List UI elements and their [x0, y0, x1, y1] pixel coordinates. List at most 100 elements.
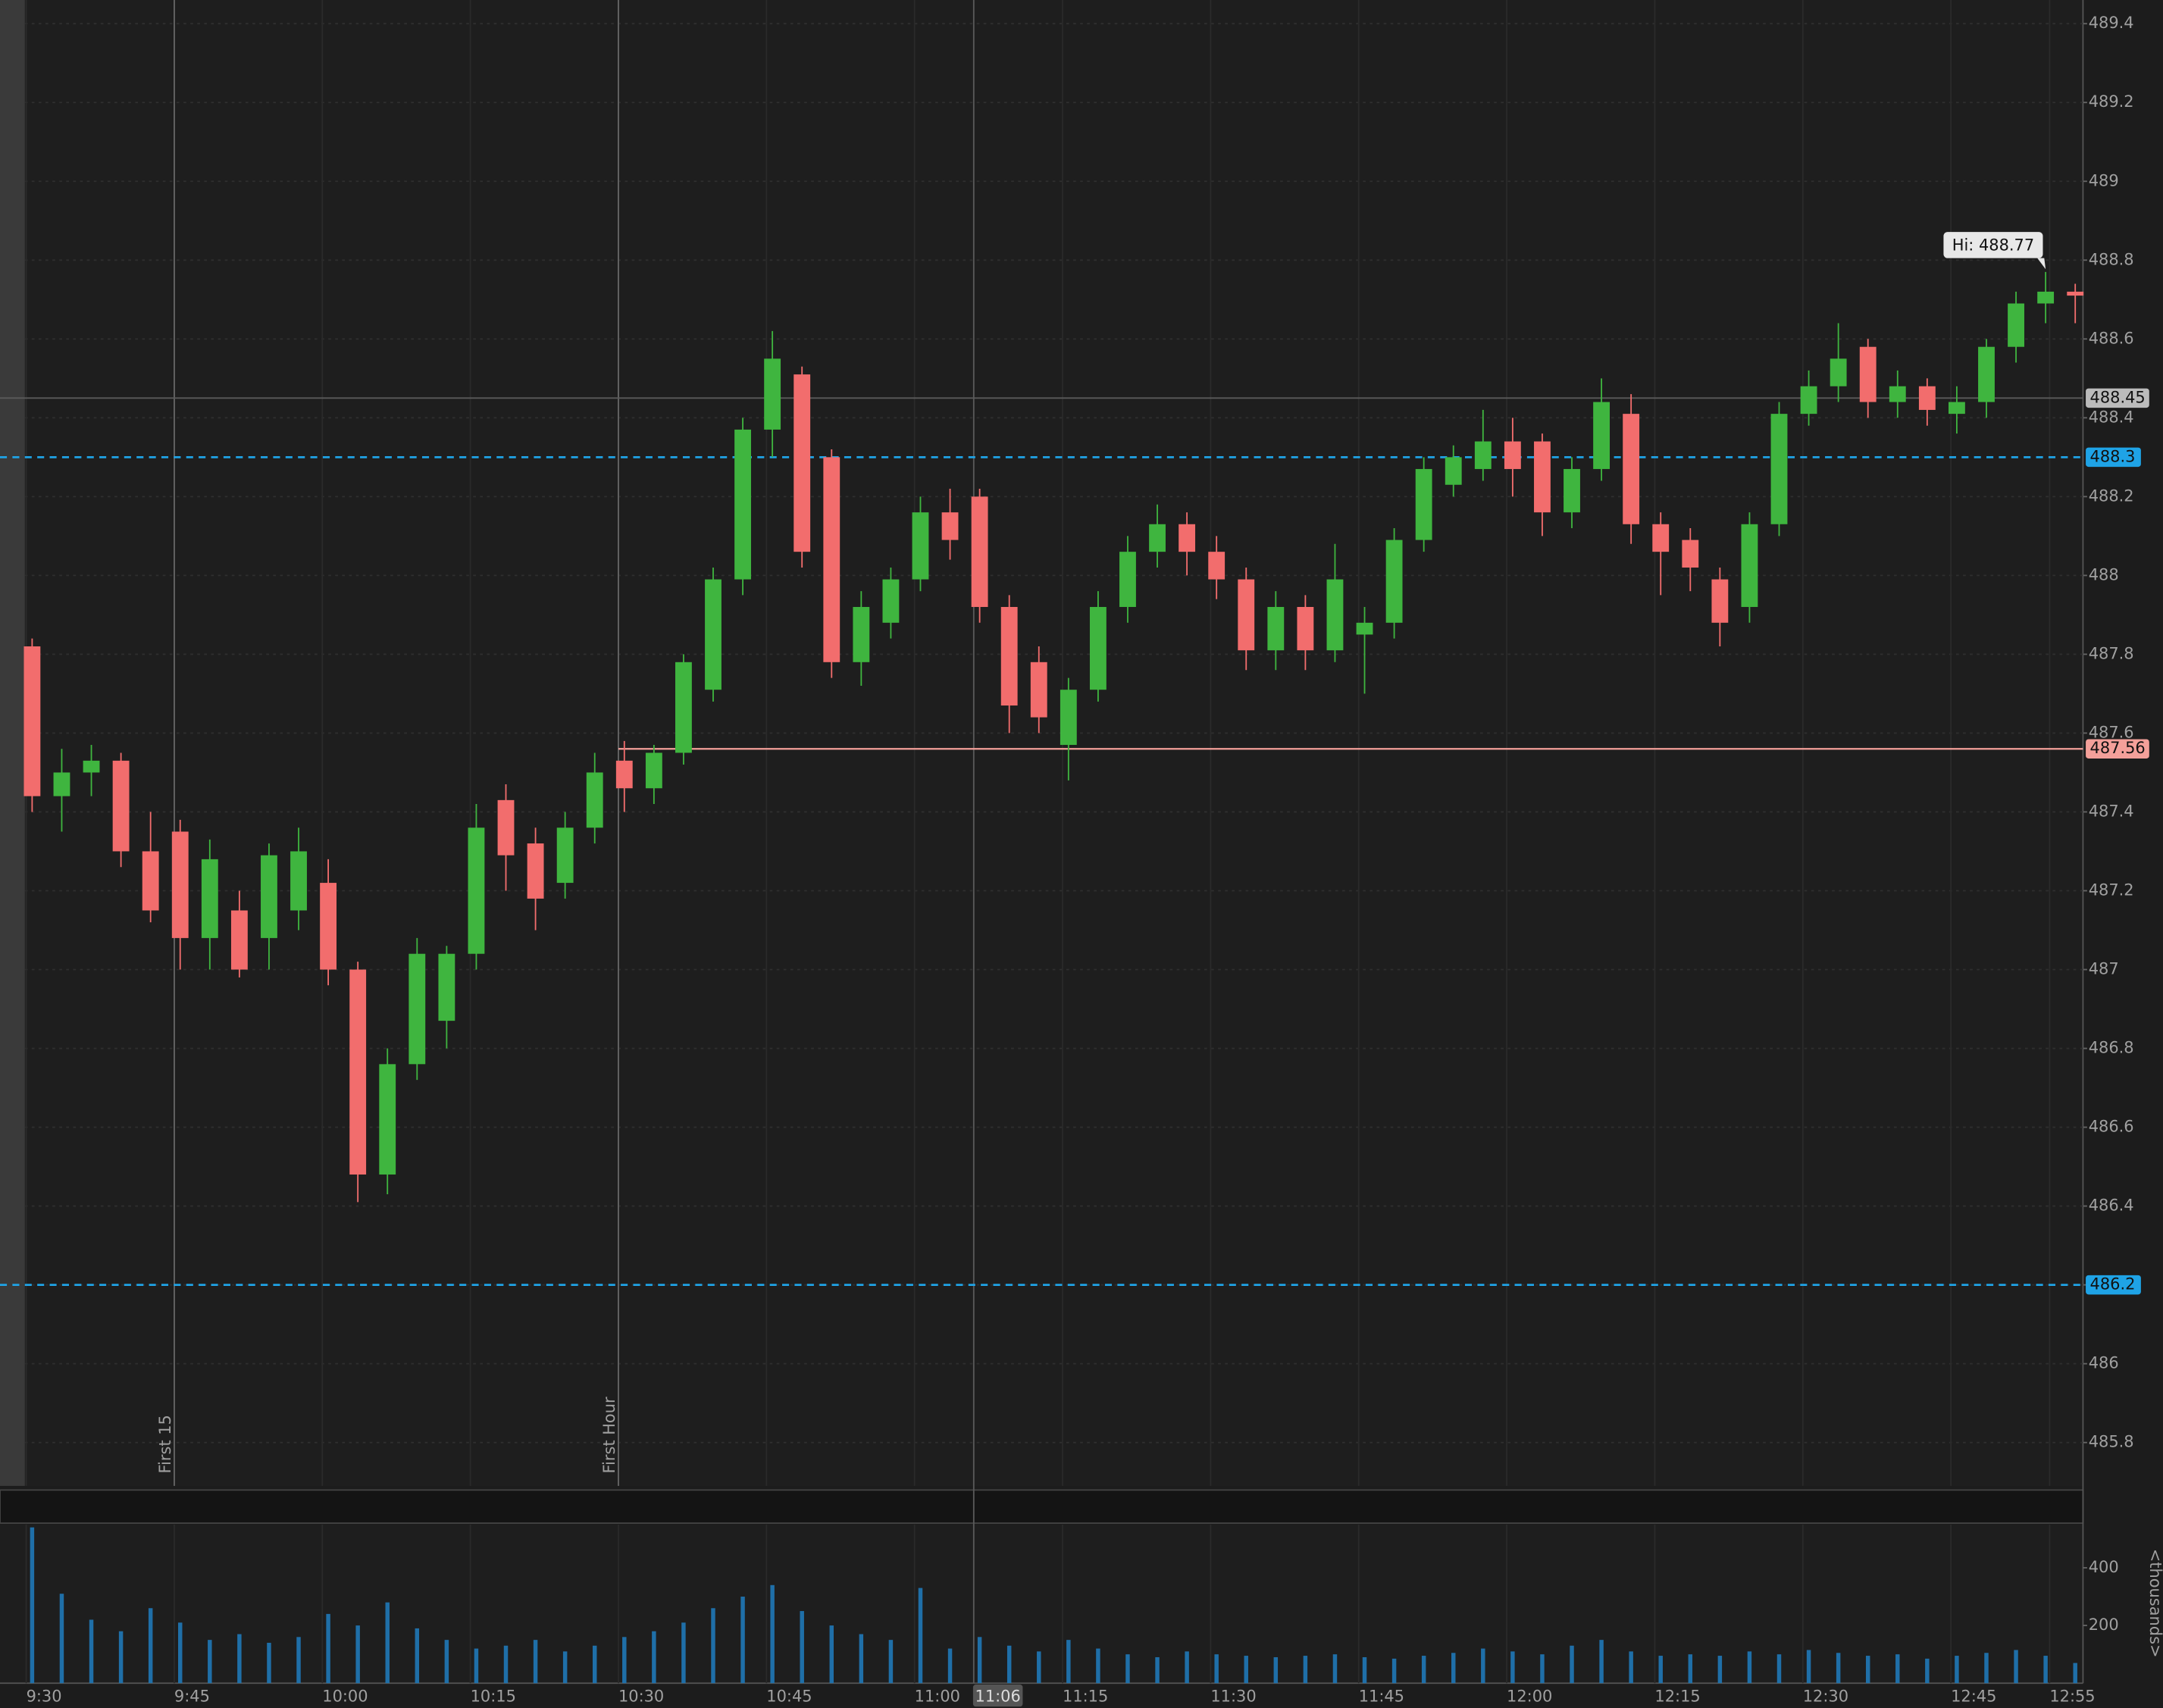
- level-label: 486.2: [2090, 1275, 2136, 1294]
- crosshair-price-tag: [2086, 388, 2149, 408]
- volume-bar: [947, 1648, 953, 1684]
- volume-bar: [474, 1648, 479, 1684]
- candle-body: [112, 760, 130, 852]
- y-tick-label: 488.2: [2089, 486, 2134, 505]
- candle-body: [438, 953, 455, 1021]
- volume-bar: [1688, 1654, 1693, 1684]
- volume-bar: [503, 1645, 509, 1684]
- volume-bar: [2073, 1663, 2077, 1684]
- candle-body: [23, 646, 41, 796]
- volume-bar: [1155, 1656, 1160, 1684]
- level-label: 488.3: [2090, 447, 2136, 465]
- volume-bar: [533, 1640, 538, 1684]
- volume-bar: [1096, 1648, 1100, 1684]
- candle-body: [912, 512, 929, 580]
- candle-body: [971, 496, 988, 607]
- level-tag: [2086, 447, 2141, 468]
- volume-bar: [711, 1608, 715, 1684]
- volume-bar: [1451, 1653, 1456, 1684]
- volume-bar: [208, 1640, 212, 1684]
- volume-bar: [267, 1642, 271, 1684]
- hi-tag: [1943, 232, 2043, 258]
- volume-bar: [1540, 1654, 1545, 1684]
- volume-panel: [0, 1524, 2083, 1684]
- x-tick-label: 11:15: [1063, 1687, 1108, 1705]
- candle-body: [142, 851, 159, 911]
- volume-bar: [1984, 1653, 1989, 1684]
- volume-bar: [1362, 1656, 1367, 1684]
- volume-bar: [918, 1588, 923, 1684]
- level-tag: [2086, 1275, 2141, 1295]
- crosshair-time-tag: [972, 1685, 1023, 1707]
- x-tick-label: 9:30: [27, 1687, 62, 1705]
- x-tick-label: 10:00: [322, 1687, 368, 1705]
- candle-body: [1179, 524, 1196, 552]
- candle-body: [1089, 606, 1107, 690]
- volume-bar: [118, 1631, 124, 1684]
- candle-body: [1564, 468, 1580, 513]
- volume-bar: [977, 1637, 982, 1684]
- candle-body: [615, 760, 633, 789]
- candle-body: [1889, 386, 1906, 402]
- volume-bar: [1599, 1640, 1604, 1684]
- volume-bar: [1955, 1656, 1959, 1684]
- y-tick-label: 489.2: [2089, 92, 2134, 111]
- y-tick-label: 486.4: [2089, 1197, 2134, 1215]
- candle-body: [586, 772, 603, 828]
- candle-body: [1297, 606, 1314, 651]
- volume-bar: [444, 1640, 449, 1684]
- candle-body: [53, 772, 70, 796]
- volume-bar: [1421, 1656, 1426, 1684]
- candle-body: [1000, 606, 1018, 706]
- volume-bar: [740, 1597, 745, 1684]
- x-tick-label: 12:30: [1803, 1687, 1848, 1705]
- y-tick-label: 488: [2089, 565, 2119, 583]
- candle-body: [1593, 402, 1611, 469]
- candle-body: [764, 358, 781, 430]
- candle-body: [1356, 622, 1373, 635]
- volume-bar: [1836, 1653, 1841, 1684]
- candle-body: [1149, 524, 1166, 552]
- volume-bar: [2014, 1650, 2018, 1684]
- reference-tag: [2086, 739, 2149, 759]
- candle-body: [1238, 579, 1255, 651]
- volume-bar: [178, 1622, 183, 1684]
- candle-body: [1652, 524, 1670, 552]
- volume-bar: [1066, 1640, 1071, 1684]
- crosshair-time: 11:06: [975, 1687, 1021, 1705]
- candle-body: [2008, 303, 2024, 347]
- candle-body: [290, 851, 307, 911]
- y-tick-label: 489: [2089, 171, 2119, 189]
- volume-bar: [1658, 1656, 1663, 1684]
- volume-bar: [1391, 1658, 1397, 1684]
- volume-bar: [1895, 1654, 1900, 1684]
- candle-body: [171, 831, 189, 938]
- volume-bar: [89, 1619, 94, 1684]
- x-tick-label: 11:45: [1359, 1687, 1404, 1705]
- reference-label: 487.56: [2090, 739, 2146, 757]
- x-tick-label: 10:30: [618, 1687, 664, 1705]
- candle-body: [201, 859, 218, 938]
- candle-body: [1060, 690, 1077, 746]
- volume-bar: [1806, 1650, 1811, 1684]
- volume-bar: [681, 1622, 686, 1684]
- candle-body: [1800, 386, 1817, 414]
- candle-body: [1770, 414, 1788, 524]
- y-tick-label: 488.4: [2089, 408, 2134, 426]
- candle-body: [408, 953, 426, 1065]
- candle-body: [1948, 402, 1965, 414]
- hi-label: Hi: 488.77: [1952, 236, 2034, 254]
- sidebar: [0, 0, 25, 1486]
- candle-body: [1534, 441, 1551, 513]
- volume-axis-label: <thousands>: [2146, 1549, 2163, 1658]
- candle-body: [2067, 291, 2084, 296]
- candle-body: [1623, 414, 1640, 524]
- candle-body: [705, 579, 722, 690]
- candle-body: [2037, 291, 2055, 304]
- x-tick-label: 11:30: [1210, 1687, 1256, 1705]
- candle-body: [527, 843, 544, 899]
- candle-body: [230, 910, 248, 970]
- y-tick-label: 486.8: [2089, 1039, 2134, 1057]
- volume-bar: [385, 1602, 390, 1684]
